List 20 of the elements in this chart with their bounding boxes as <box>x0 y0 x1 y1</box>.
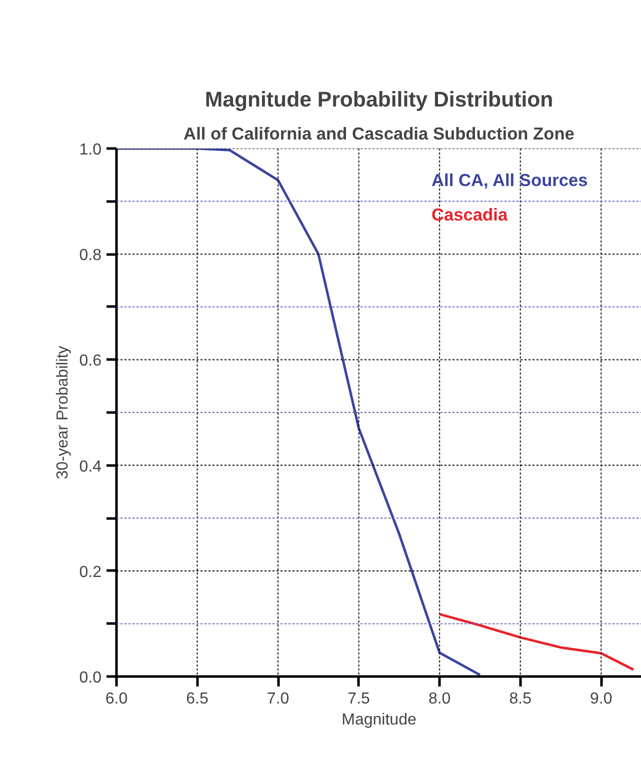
y-tick-label: 0.8 <box>79 247 102 264</box>
y-tick-label: 0.6 <box>79 352 102 370</box>
x-axis-title: Magnitude <box>342 712 416 728</box>
text: All CA, All Sources <box>432 170 588 190</box>
x-tick-label: 8.5 <box>509 690 532 708</box>
y-tick-label: 1.0 <box>79 142 102 158</box>
chart-title: Magnitude Probability Distribution <box>204 88 554 112</box>
x-tick-label: 6.5 <box>186 690 208 708</box>
x-tick-label: 7.0 <box>266 690 290 708</box>
y-tick-label: 0.2 <box>79 564 102 581</box>
line-series <box>438 612 635 671</box>
x-tick-label: 8.0 <box>428 690 451 708</box>
y-axis-title: 30-year Probability <box>54 346 72 480</box>
y-tick-label: 0.4 <box>79 458 102 476</box>
x-tick-label: 6.0 <box>105 690 128 708</box>
x-tick-label: 9.0 <box>590 690 612 708</box>
text: Cascadia <box>432 204 508 224</box>
y-tick-label: 0.0 <box>79 670 102 686</box>
chart-subtitle: All of California and Cascadia Subduction Zone <box>184 124 575 144</box>
x-tick-label: 7.5 <box>348 690 370 708</box>
